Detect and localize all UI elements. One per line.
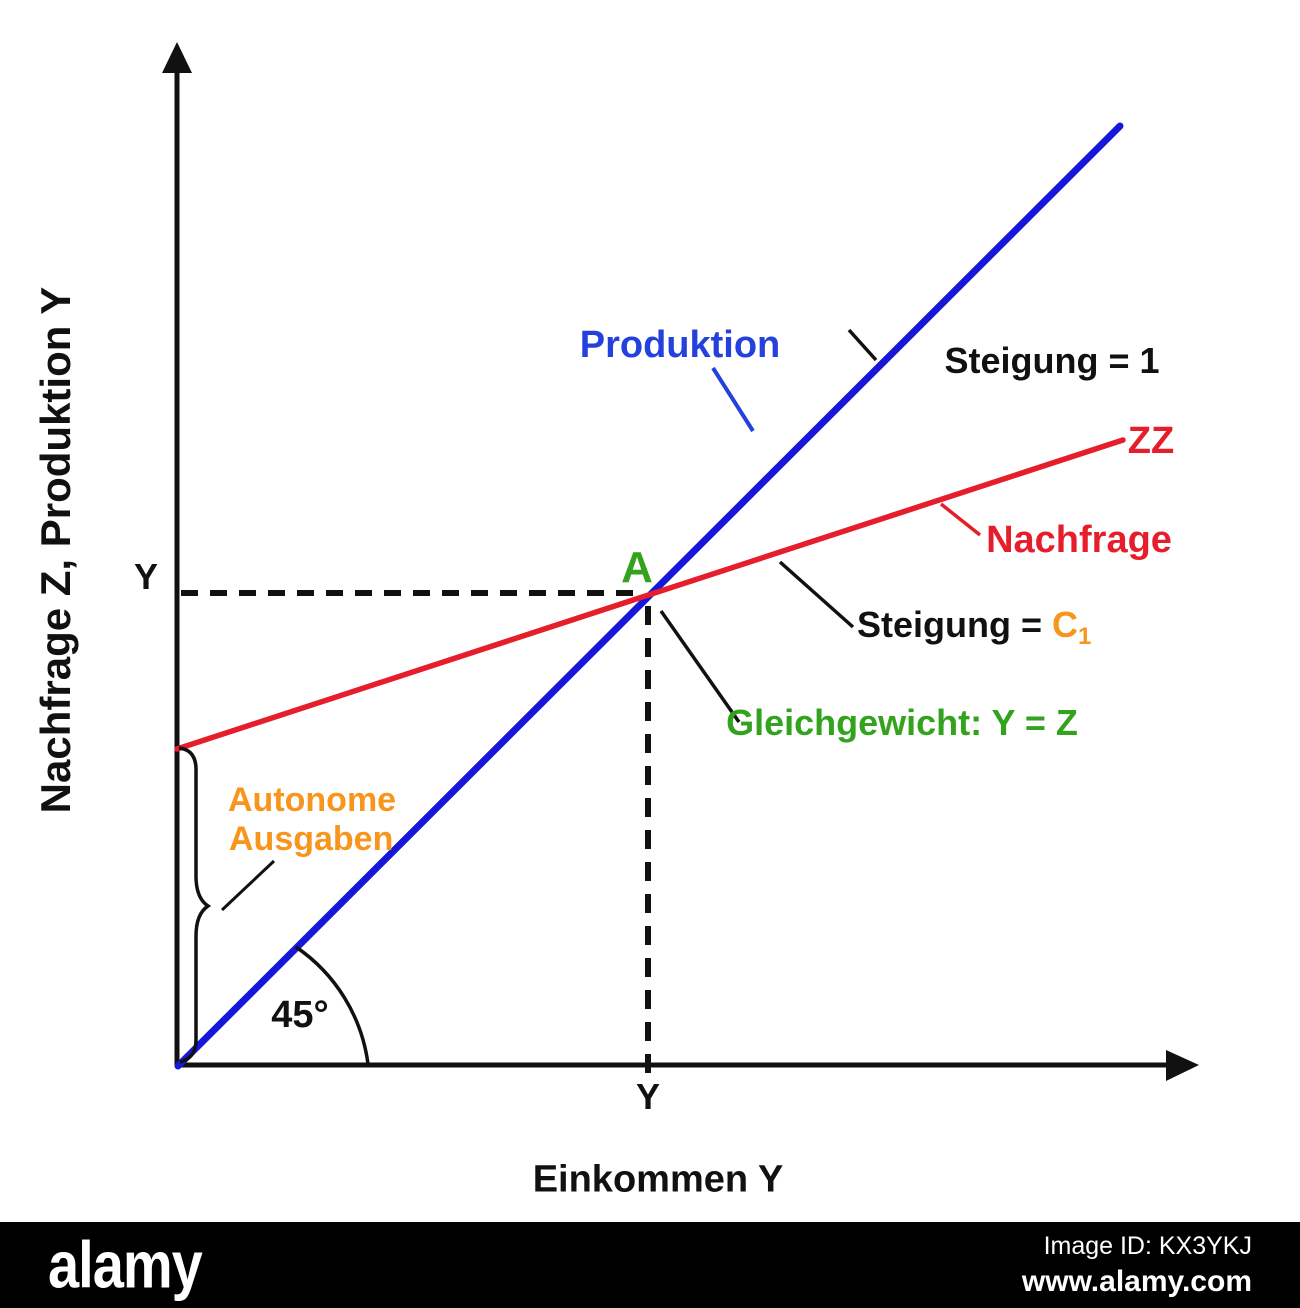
steigung-c-pointer <box>778 560 855 629</box>
steigung-c-prefix: Steigung = <box>857 604 1053 645</box>
zz-label: ZZ <box>1127 420 1175 462</box>
watermark-bar: alamy Image ID: KX3YKJ www.alamy.com <box>0 1222 1300 1308</box>
watermark-image-id: Image ID: KX3YKJ <box>1043 1231 1252 1260</box>
steigung1-pointer <box>847 328 878 362</box>
x-axis-arrowhead-icon <box>1166 1050 1199 1081</box>
angle-arc <box>295 945 370 1065</box>
steigung-1-label: Steigung = 1 <box>944 340 1160 381</box>
nachfrage-zz-line <box>174 437 1126 752</box>
autonome-pointer <box>220 859 276 912</box>
angle-45-label: 45° <box>271 994 329 1036</box>
steigung-c-subscript: 1 <box>1078 623 1092 650</box>
alamy-logo: alamy <box>48 1227 203 1302</box>
produktion-pointer <box>711 366 755 433</box>
gleichgewicht-pointer <box>659 609 741 724</box>
nachfrage-label: Nachfrage <box>986 519 1172 561</box>
produktion-label: Produktion <box>579 324 781 366</box>
y-axis-arrowhead-icon <box>162 42 192 73</box>
y-axis-title: Nachfrage Z, Produktion Y <box>32 286 79 814</box>
x-axis-title: Einkommen Y <box>532 1158 784 1201</box>
gleichgewicht-label: Gleichgewicht: Y = Z <box>726 702 1078 743</box>
x-axis-tick-label: Y <box>635 1076 661 1117</box>
equilibrium-point-label: A <box>621 543 653 592</box>
steigung-c-coef: C <box>1052 604 1079 645</box>
autonome-ausgaben-line1: Autonome <box>228 781 397 819</box>
autonome-ausgaben-brace <box>178 746 212 1064</box>
nachfrage-pointer <box>939 502 982 537</box>
y-axis-tick-label: Y <box>133 556 159 597</box>
autonome-ausgaben-line2: Ausgaben <box>229 820 394 858</box>
steigung-c-label: Steigung = C1 <box>857 607 1091 649</box>
watermark-url: www.alamy.com <box>1021 1264 1252 1298</box>
